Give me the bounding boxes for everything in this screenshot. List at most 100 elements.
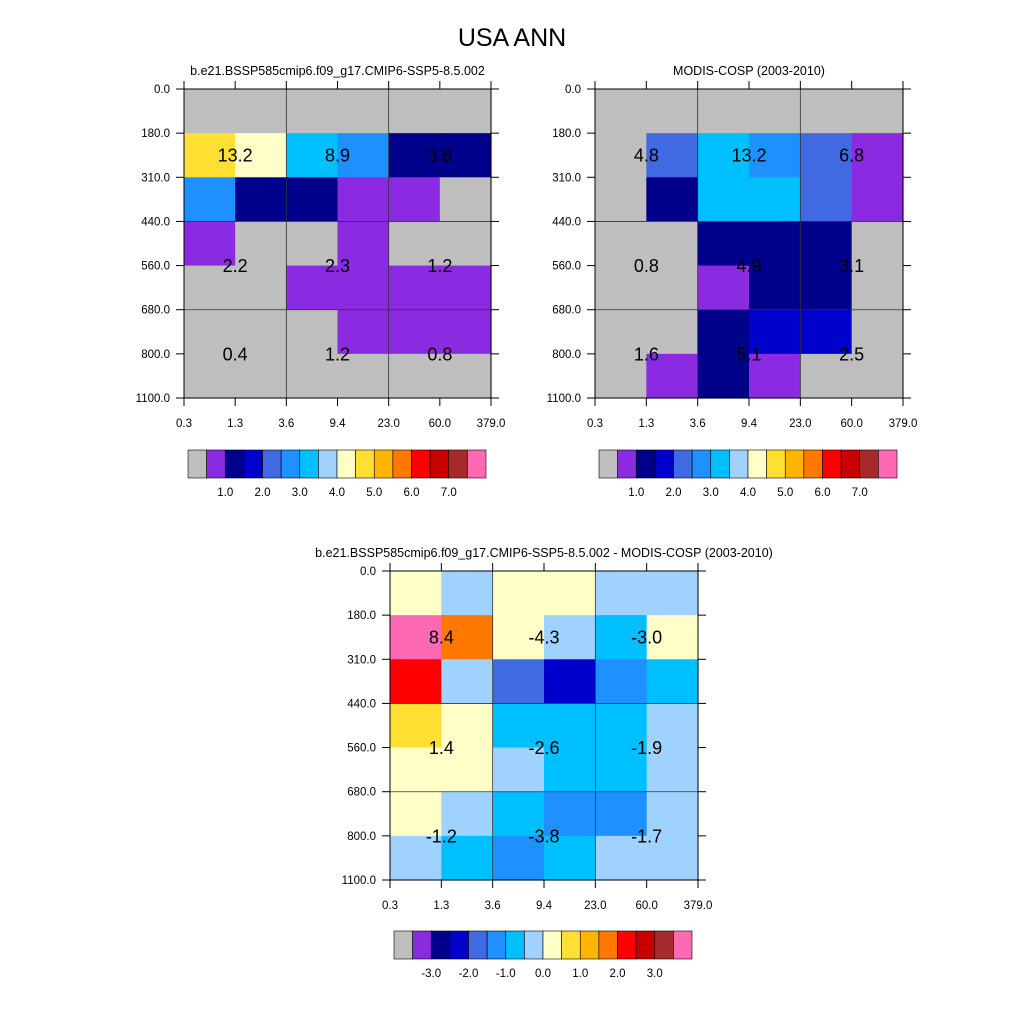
heatmap-cell (492, 571, 545, 616)
heatmap-cell (388, 177, 441, 223)
x-tick-label: 3.6 (690, 418, 706, 430)
x-tick-label: 1.3 (227, 418, 243, 430)
heatmap-cell (749, 133, 801, 178)
x-tick-label: 23.0 (584, 900, 606, 912)
panel-difference: b.e21.BSSP585cmip6.f09_g17.CMIP6-SSP5-8.… (315, 546, 773, 980)
y-tick-label: 310.0 (347, 654, 376, 666)
heatmap-cell (544, 747, 596, 793)
colorbar-swatch (336, 449, 356, 479)
colorbar-swatch (430, 930, 451, 960)
heatmap-cell (286, 265, 339, 311)
colorbar-swatch (617, 930, 637, 960)
heatmap-cell (184, 265, 236, 311)
heatmap-cell (697, 177, 750, 223)
heatmap-cell (492, 703, 545, 749)
heatmap-cell (595, 89, 647, 134)
heatmap-cell (439, 309, 492, 355)
colorbar-swatch (766, 449, 786, 479)
x-tick-label: 379.0 (889, 418, 918, 430)
cell-value-label: 4.9 (736, 256, 761, 276)
colorbar-swatch (299, 449, 319, 479)
x-tick-label: 60.0 (635, 900, 657, 912)
heatmap-cell (544, 571, 596, 616)
heatmap-cell (388, 265, 441, 311)
cell-value-label: -3.0 (631, 628, 662, 648)
heatmap-cell (749, 221, 801, 267)
x-tick-label: 3.6 (485, 900, 501, 912)
colorbar-swatch (635, 449, 656, 479)
colorbar-swatch (822, 449, 842, 479)
heatmap-cell (646, 571, 699, 616)
heatmap-cell (851, 133, 904, 178)
cell-value-label: -1.2 (426, 826, 457, 846)
colorbar-label: 0.0 (535, 968, 551, 980)
colorbar-label: 3.0 (292, 487, 308, 499)
cell-value-label: 8.9 (325, 146, 350, 166)
colorbar-swatch (206, 449, 226, 479)
heatmap-cell (184, 133, 236, 178)
heatmap-cell (286, 133, 339, 178)
heatmap-cell (697, 309, 750, 355)
y-tick-label: 180.0 (552, 128, 581, 140)
x-tick-label: 1.3 (638, 418, 654, 430)
heatmap-cell (184, 177, 236, 223)
panel-title: b.e21.BSSP585cmip6.f09_g17.CMIP6-SSP5-8.… (190, 64, 485, 78)
heatmap-cell (595, 309, 647, 355)
cell-value-label: 1.4 (429, 738, 454, 758)
colorbar-swatch (579, 930, 600, 960)
y-tick-label: 680.0 (552, 305, 581, 317)
colorbar-swatch (598, 449, 618, 479)
colorbar-swatch (691, 449, 712, 479)
heatmap-cell (441, 659, 494, 705)
heatmap-cell (492, 659, 545, 705)
colorbar-swatch (561, 930, 581, 960)
heatmap-cell (595, 177, 647, 223)
panel-title: b.e21.BSSP585cmip6.f09_g17.CMIP6-SSP5-8.… (315, 546, 773, 560)
heatmap-cell (235, 177, 287, 223)
heatmap-cell (800, 265, 853, 311)
heatmap-cell (595, 265, 647, 311)
heatmap-cell (646, 133, 699, 178)
panel-title: MODIS-COSP (2003-2010) (673, 64, 825, 78)
colorbar-swatch (393, 930, 413, 960)
x-tick-label: 23.0 (377, 418, 399, 430)
cell-value-label: 13.2 (218, 146, 253, 166)
colorbar-swatch (429, 449, 450, 479)
heatmap-cell (439, 177, 492, 223)
figure-title: USA ANN (458, 24, 566, 52)
heatmap-cell (800, 133, 853, 178)
heatmap-cell (492, 615, 545, 660)
heatmap-cell (439, 353, 492, 399)
heatmap-cell (286, 309, 339, 355)
cell-value-label: -3.8 (528, 826, 559, 846)
colorbar-label: 4.0 (329, 487, 345, 499)
x-tick-label: 0.3 (382, 900, 398, 912)
y-tick-label: 0.0 (154, 84, 170, 96)
colorbar-swatch (784, 449, 805, 479)
y-tick-label: 1100.0 (136, 393, 170, 405)
colorbar-label: 1.0 (628, 487, 644, 499)
heatmap-cell (646, 747, 699, 793)
heatmap-cell (388, 309, 441, 355)
y-tick-label: 180.0 (141, 128, 170, 140)
colorbar-label: 2.0 (255, 487, 271, 499)
y-tick-label: 440.0 (141, 216, 170, 228)
cell-value-label: -2.6 (528, 738, 559, 758)
colorbar-swatch (747, 449, 767, 479)
colorbar-label: 2.0 (666, 487, 682, 499)
heatmap-cell (439, 133, 492, 178)
heatmap-cell (646, 703, 699, 749)
y-tick-label: 310.0 (141, 172, 170, 184)
heatmap-cell (697, 221, 750, 267)
cell-value-label: 13.2 (731, 146, 766, 166)
heatmap-cell (595, 615, 648, 660)
y-tick-label: 440.0 (552, 216, 581, 228)
panel-observation: MODIS-COSP (2003-2010) 0.0 180.0 310.0 440.0… (547, 64, 918, 499)
colorbar-swatch (449, 930, 469, 960)
x-tick-label: 379.0 (684, 900, 713, 912)
heatmap-cell (800, 177, 853, 223)
colorbar-swatch (486, 930, 507, 960)
heatmap-cell (646, 89, 699, 134)
heatmap-cell (390, 747, 442, 793)
heatmap-cell (184, 221, 236, 267)
